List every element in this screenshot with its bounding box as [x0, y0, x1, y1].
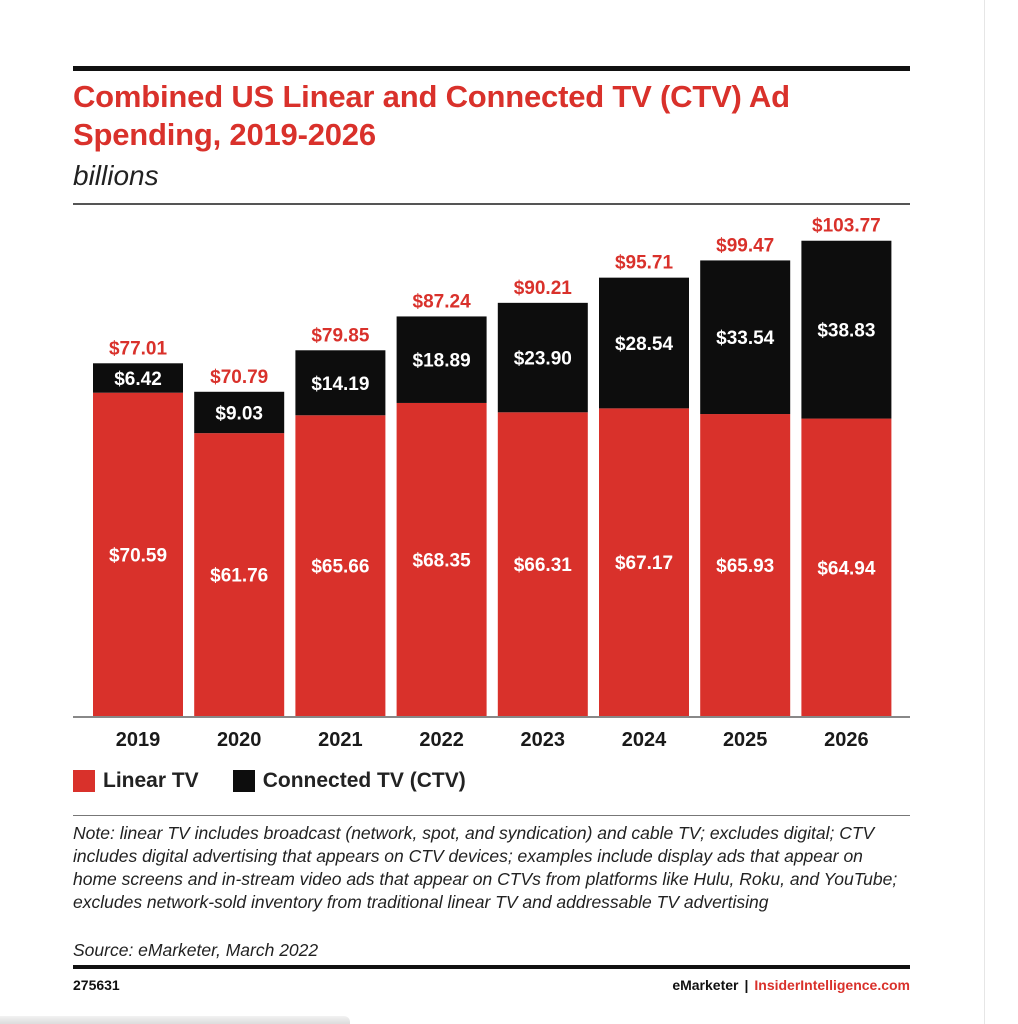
label-ctv-2026: $38.83	[817, 321, 875, 342]
bar-ctv-2021	[295, 350, 386, 416]
label-ctv-2022: $18.89	[413, 351, 471, 372]
bar-linear-2020	[194, 433, 285, 716]
legend-item-ctv: Connected TV (CTV)	[232, 769, 466, 793]
note-divider	[73, 815, 910, 816]
label-linear-2019: $70.59	[109, 545, 167, 566]
label-linear-2020: $61.76	[210, 566, 268, 587]
bar-linear-2022	[396, 402, 487, 716]
chart-legend: Linear TV Connected TV (CTV)	[73, 769, 500, 793]
page-edge-divider	[984, 0, 985, 1024]
bar-linear-2021	[295, 415, 386, 716]
title-divider	[73, 203, 910, 205]
chart-subtitle: billions	[73, 160, 159, 191]
x-tick-2022: 2022	[419, 729, 464, 751]
x-tick-2025: 2025	[723, 729, 768, 751]
label-ctv-2023: $23.90	[514, 349, 572, 370]
legend-label-linear: Linear TV	[103, 769, 199, 792]
label-total-2019: $77.01	[109, 338, 168, 359]
x-tick-2020: 2020	[217, 729, 262, 751]
label-total-2023: $90.21	[514, 278, 573, 299]
brand-emarketer: eMarketer	[672, 977, 739, 993]
bar-ctv-2022	[396, 316, 487, 403]
label-linear-2022: $68.35	[413, 550, 472, 571]
label-linear-2024: $67.17	[615, 553, 673, 574]
label-ctv-2025: $33.54	[716, 328, 775, 349]
top-rule	[73, 66, 910, 71]
chart-note: Note: linear TV includes broadcast (netw…	[73, 823, 898, 912]
label-linear-2023: $66.31	[514, 555, 573, 576]
x-tick-2021: 2021	[318, 729, 363, 751]
brand-separator: |	[744, 977, 749, 993]
legend-swatch-linear	[73, 770, 95, 792]
label-linear-2025: $65.93	[716, 556, 774, 577]
bar-ctv-2020	[194, 391, 285, 434]
x-tick-2019: 2019	[116, 729, 161, 751]
brand-insider-link[interactable]: InsiderIntelligence.com	[754, 977, 910, 993]
label-ctv-2020: $9.03	[215, 403, 263, 424]
bar-linear-2026	[801, 418, 892, 716]
label-total-2020: $70.79	[210, 367, 268, 388]
bar-ctv-2025	[700, 260, 791, 415]
label-ctv-2021: $14.19	[311, 374, 369, 395]
bar-linear-2024	[599, 408, 689, 716]
chart-title: Combined US Linear and Connected TV (CTV…	[73, 79, 790, 152]
label-ctv-2019: $6.42	[114, 369, 162, 390]
bar-ctv-2024	[599, 277, 689, 409]
brand-footer: eMarketer | InsiderIntelligence.com	[672, 977, 910, 993]
label-linear-2026: $64.94	[817, 558, 876, 579]
stacked-bar-chart: $70.59 $6.42 $77.01 2019 $61.76 $9.03 $70.79 20…	[73, 216, 910, 751]
label-linear-2021: $65.66	[311, 557, 369, 578]
label-ctv-2024: $28.54	[615, 334, 674, 355]
label-total-2025: $99.47	[716, 235, 774, 256]
legend-swatch-ctv	[232, 770, 255, 792]
label-total-2024: $95.71	[615, 253, 674, 274]
bar-linear-2023	[497, 412, 588, 716]
bottom-rule	[73, 965, 910, 969]
scroll-shadow	[0, 1016, 350, 1024]
x-tick-2026: 2026	[824, 729, 869, 751]
label-total-2022: $87.24	[413, 291, 472, 312]
bar-linear-2019	[93, 392, 183, 716]
x-tick-2023: 2023	[521, 729, 566, 751]
bar-ctv-2023	[497, 302, 588, 413]
label-total-2021: $79.85	[311, 325, 370, 346]
bar-linear-2025	[700, 414, 791, 716]
chart-id: 275631	[73, 977, 120, 993]
label-total-2026: $103.77	[812, 216, 881, 237]
bar-ctv-2026	[801, 240, 892, 419]
legend-label-ctv: Connected TV (CTV)	[262, 769, 466, 792]
bar-ctv-2019	[93, 363, 183, 393]
chart-source: Source: eMarketer, March 2022	[73, 940, 319, 960]
x-tick-2024: 2024	[622, 729, 667, 751]
legend-item-linear: Linear TV	[73, 769, 199, 793]
